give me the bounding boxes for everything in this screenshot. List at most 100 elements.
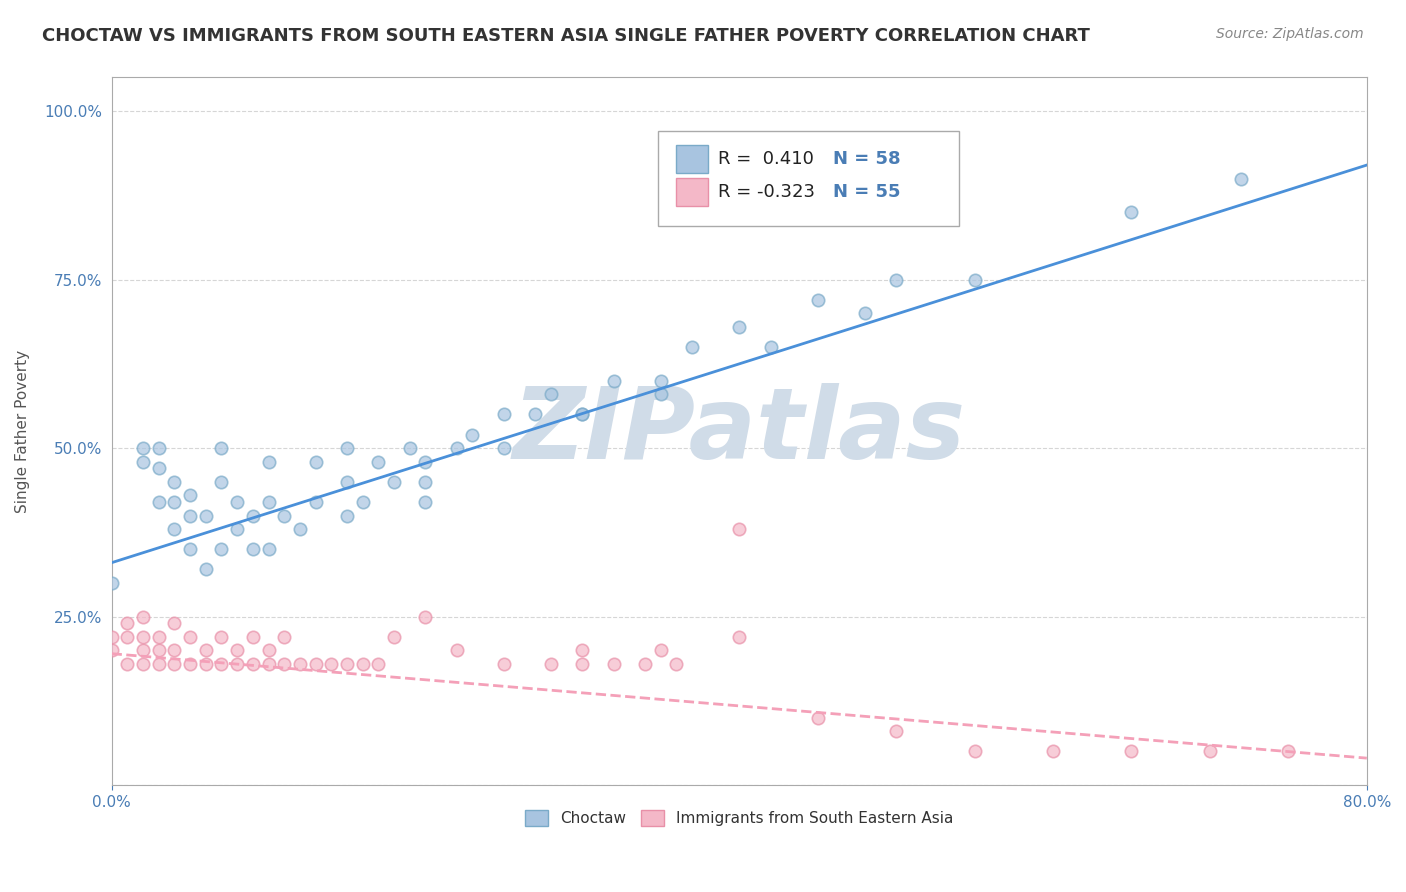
Point xyxy=(226,643,249,657)
Point xyxy=(1121,744,1143,758)
Point xyxy=(209,542,232,557)
Point xyxy=(650,643,672,657)
Text: Source: ZipAtlas.com: Source: ZipAtlas.com xyxy=(1216,27,1364,41)
Point xyxy=(179,630,201,644)
Point xyxy=(100,630,122,644)
Point xyxy=(492,441,515,455)
Point xyxy=(571,408,593,422)
Point xyxy=(304,454,326,468)
Point xyxy=(148,495,170,509)
Point xyxy=(492,657,515,671)
FancyBboxPatch shape xyxy=(658,130,959,226)
Point xyxy=(132,609,155,624)
Point xyxy=(257,643,280,657)
Point xyxy=(415,454,437,468)
Text: N = 58: N = 58 xyxy=(834,150,901,168)
Point xyxy=(194,508,217,523)
Point xyxy=(117,657,139,671)
Point xyxy=(415,495,437,509)
Point xyxy=(382,630,405,644)
Point xyxy=(602,657,624,671)
Point xyxy=(209,657,232,671)
Point xyxy=(634,657,657,671)
Point xyxy=(288,657,311,671)
Point xyxy=(226,495,249,509)
Point xyxy=(446,441,468,455)
Point xyxy=(571,408,593,422)
Point xyxy=(209,441,232,455)
Point xyxy=(257,542,280,557)
Point xyxy=(194,562,217,576)
Point xyxy=(398,441,420,455)
Point xyxy=(367,454,389,468)
Point xyxy=(226,657,249,671)
Text: R = -0.323: R = -0.323 xyxy=(718,183,815,201)
Point xyxy=(273,630,295,644)
Point xyxy=(163,522,186,536)
Text: N = 55: N = 55 xyxy=(834,183,901,201)
Point xyxy=(242,508,264,523)
Point xyxy=(540,657,562,671)
Point xyxy=(336,441,359,455)
Point xyxy=(163,475,186,489)
Point xyxy=(728,630,751,644)
Point xyxy=(759,340,782,354)
Point xyxy=(117,630,139,644)
Point xyxy=(336,475,359,489)
Point xyxy=(304,495,326,509)
Point xyxy=(461,427,484,442)
Point xyxy=(242,657,264,671)
Point xyxy=(132,657,155,671)
Point xyxy=(148,461,170,475)
Point xyxy=(352,495,374,509)
Point xyxy=(163,495,186,509)
Point xyxy=(1230,171,1253,186)
Point xyxy=(163,643,186,657)
Point xyxy=(963,744,986,758)
Point xyxy=(226,522,249,536)
Point xyxy=(209,630,232,644)
Point xyxy=(665,657,688,671)
Point xyxy=(336,508,359,523)
Point xyxy=(148,441,170,455)
Point xyxy=(602,374,624,388)
Point xyxy=(148,630,170,644)
Point xyxy=(257,495,280,509)
Point xyxy=(321,657,343,671)
Point xyxy=(650,374,672,388)
Point xyxy=(681,340,703,354)
Point xyxy=(1199,744,1222,758)
Point xyxy=(163,616,186,631)
FancyBboxPatch shape xyxy=(676,178,707,206)
Point xyxy=(807,293,830,307)
Point xyxy=(179,508,201,523)
Point xyxy=(304,657,326,671)
Point xyxy=(132,630,155,644)
Point xyxy=(807,711,830,725)
Point xyxy=(1042,744,1064,758)
Point xyxy=(492,408,515,422)
Y-axis label: Single Father Poverty: Single Father Poverty xyxy=(15,350,30,513)
Point xyxy=(415,609,437,624)
Text: CHOCTAW VS IMMIGRANTS FROM SOUTH EASTERN ASIA SINGLE FATHER POVERTY CORRELATION : CHOCTAW VS IMMIGRANTS FROM SOUTH EASTERN… xyxy=(42,27,1090,45)
Point xyxy=(884,272,907,286)
Point xyxy=(273,657,295,671)
Point xyxy=(209,475,232,489)
Point xyxy=(382,475,405,489)
Point xyxy=(728,522,751,536)
Point xyxy=(352,657,374,671)
Point xyxy=(148,657,170,671)
Legend: Choctaw, Immigrants from South Eastern Asia: Choctaw, Immigrants from South Eastern A… xyxy=(517,803,962,834)
Text: ZIPatlas: ZIPatlas xyxy=(513,383,966,480)
Point xyxy=(257,657,280,671)
Point xyxy=(132,643,155,657)
FancyBboxPatch shape xyxy=(676,145,707,173)
Point xyxy=(571,643,593,657)
Text: R =  0.410: R = 0.410 xyxy=(718,150,814,168)
Point xyxy=(179,657,201,671)
Point xyxy=(179,488,201,502)
Point xyxy=(132,454,155,468)
Point xyxy=(179,542,201,557)
Point xyxy=(257,454,280,468)
Point xyxy=(163,657,186,671)
